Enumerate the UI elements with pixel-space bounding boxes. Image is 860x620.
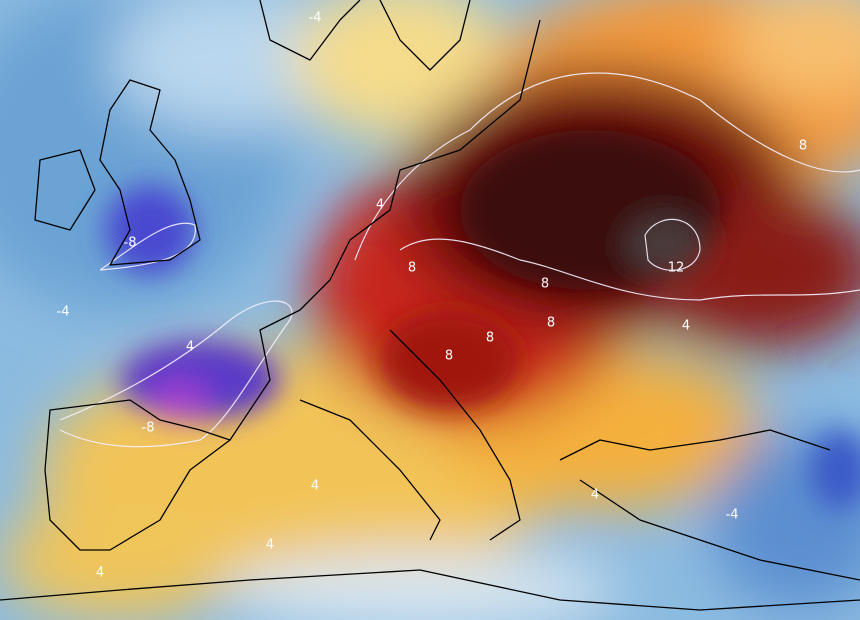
- contour-label: 4: [266, 538, 274, 553]
- contour-labels: -4 -8 -4 4 -8 4 8 8 8 12 8 4 4 4 4 4 -4 8 8: [57, 11, 808, 581]
- contour-label: -4: [726, 508, 739, 523]
- contour-label: -4: [309, 11, 322, 26]
- contour-label: 4: [96, 566, 104, 581]
- temperature-cores: [105, 130, 860, 510]
- contour-label: -4: [57, 305, 70, 320]
- contour-label: 8: [486, 331, 494, 346]
- contour-label: 12: [668, 261, 685, 276]
- contour-label: -8: [142, 421, 155, 436]
- contour-label: -8: [124, 236, 137, 251]
- contour-label: 8: [541, 277, 549, 292]
- contour-label: 8: [445, 349, 453, 364]
- isotherms: [59, 72, 860, 448]
- contour-label: 8: [547, 316, 555, 331]
- contour-label: 4: [376, 198, 384, 213]
- contour-label: 4: [186, 340, 194, 355]
- contour-label: 8: [799, 139, 807, 154]
- contour-label: 4: [682, 319, 690, 334]
- contour-label: 8: [408, 261, 416, 276]
- contour-label: 4: [591, 488, 599, 503]
- contour-label: 4: [311, 479, 319, 494]
